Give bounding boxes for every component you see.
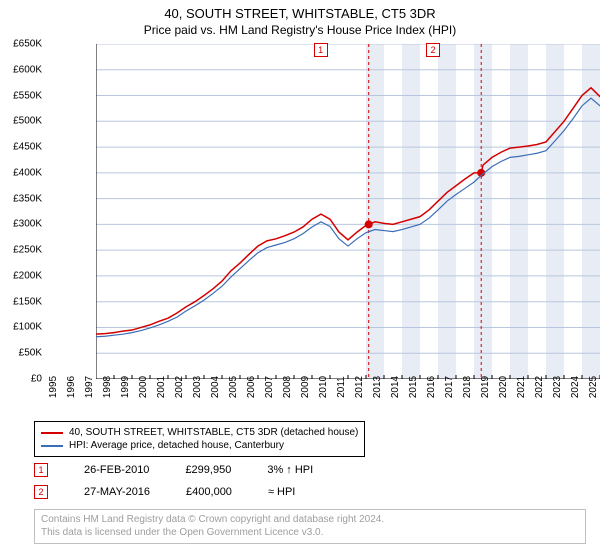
chart-subtitle: Price paid vs. HM Land Registry's House … — [0, 21, 600, 41]
x-tick-label: 2018 — [462, 376, 473, 398]
x-tick-label: 2007 — [264, 376, 275, 398]
transaction-marker-1: 1 — [34, 463, 48, 477]
x-tick-label: 2009 — [300, 376, 311, 398]
x-tick-label: 1995 — [48, 376, 59, 398]
chart-marker-2: 2 — [426, 43, 440, 57]
x-tick-label: 2015 — [408, 376, 419, 398]
license-line-2: This data is licensed under the Open Gov… — [41, 527, 579, 540]
transaction-price-1: £299,950 — [185, 464, 231, 476]
x-tick-label: 2006 — [246, 376, 257, 398]
chart-svg — [96, 44, 600, 379]
license-box: Contains HM Land Registry data © Crown c… — [34, 509, 586, 544]
x-tick-label: 2014 — [390, 376, 401, 398]
x-axis-labels: 1995 1996 1997 1998 1999 2000 2001 2002 2003 2004… — [48, 379, 588, 419]
legend-swatch-2 — [41, 445, 63, 447]
transaction-date-2: 27-MAY-2016 — [84, 486, 150, 498]
transaction-rel-1: 3% ↑ HPI — [267, 464, 313, 476]
license-line-1: Contains HM Land Registry data © Crown c… — [41, 514, 579, 527]
x-tick-label: 2012 — [354, 376, 365, 398]
x-tick-label: 2003 — [192, 376, 203, 398]
x-tick-label: 2025 — [588, 376, 599, 398]
x-tick-label: 2013 — [372, 376, 383, 398]
x-tick-label: 2022 — [534, 376, 545, 398]
y-axis-labels: £0£50K£100K£150K£200K£250K£300K£350K£400… — [0, 44, 46, 379]
x-tick-label: 2010 — [318, 376, 329, 398]
transaction-rel-2: ≈ HPI — [268, 486, 295, 498]
y-tick-label: £0 — [31, 374, 42, 385]
x-tick-label: 1996 — [66, 376, 77, 398]
x-tick-label: 2017 — [444, 376, 455, 398]
legend: 40, SOUTH STREET, WHITSTABLE, CT5 3DR (d… — [34, 421, 365, 457]
transaction-row-2: 2 27-MAY-2016 £400,000 ≈ HPI — [34, 485, 295, 499]
x-tick-label: 2019 — [480, 376, 491, 398]
x-tick-label: 2000 — [138, 376, 149, 398]
x-tick-label: 2005 — [228, 376, 239, 398]
y-tick-label: £50K — [19, 348, 42, 359]
chart-plot-area — [96, 44, 600, 379]
y-tick-label: £350K — [13, 193, 42, 204]
y-tick-label: £150K — [13, 296, 42, 307]
chart-marker-1: 1 — [314, 43, 328, 57]
x-tick-label: 2016 — [426, 376, 437, 398]
y-tick-label: £550K — [13, 90, 42, 101]
x-tick-label: 1997 — [84, 376, 95, 398]
y-tick-label: £600K — [13, 64, 42, 75]
chart-title: 40, SOUTH STREET, WHITSTABLE, CT5 3DR — [0, 0, 600, 21]
legend-item-2: HPI: Average price, detached house, Cant… — [41, 439, 358, 452]
transaction-price-2: £400,000 — [186, 486, 232, 498]
x-tick-label: 2021 — [516, 376, 527, 398]
transaction-row-1: 1 26-FEB-2010 £299,950 3% ↑ HPI — [34, 463, 313, 477]
x-tick-label: 2023 — [552, 376, 563, 398]
y-tick-label: £650K — [13, 39, 42, 50]
x-tick-label: 1999 — [120, 376, 131, 398]
x-tick-label: 2001 — [156, 376, 167, 398]
x-tick-label: 2004 — [210, 376, 221, 398]
y-tick-label: £250K — [13, 245, 42, 256]
transaction-marker-2: 2 — [34, 485, 48, 499]
transaction-date-1: 26-FEB-2010 — [84, 464, 149, 476]
y-tick-label: £200K — [13, 270, 42, 281]
x-tick-label: 2020 — [498, 376, 509, 398]
y-tick-label: £450K — [13, 142, 42, 153]
legend-swatch-1 — [41, 432, 63, 434]
x-tick-label: 1998 — [102, 376, 113, 398]
legend-label-2: HPI: Average price, detached house, Cant… — [69, 440, 284, 451]
y-tick-label: £300K — [13, 219, 42, 230]
x-tick-label: 2011 — [336, 376, 347, 398]
y-tick-label: £100K — [13, 322, 42, 333]
x-tick-label: 2008 — [282, 376, 293, 398]
x-tick-label: 2024 — [570, 376, 581, 398]
legend-label-1: 40, SOUTH STREET, WHITSTABLE, CT5 3DR (d… — [69, 427, 358, 438]
x-tick-label: 2002 — [174, 376, 185, 398]
legend-item-1: 40, SOUTH STREET, WHITSTABLE, CT5 3DR (d… — [41, 426, 358, 439]
y-tick-label: £400K — [13, 167, 42, 178]
y-tick-label: £500K — [13, 116, 42, 127]
